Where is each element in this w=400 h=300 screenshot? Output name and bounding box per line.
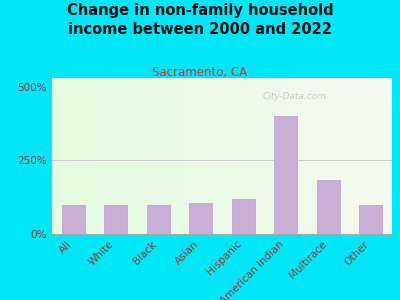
Bar (189, 203, 212, 234)
Text: Change in non-family household
income between 2000 and 2022: Change in non-family household income be… (67, 3, 333, 37)
Bar (62, 205, 85, 234)
Bar (274, 116, 298, 234)
Text: City-Data.com: City-Data.com (263, 92, 327, 101)
Bar (316, 179, 340, 234)
Bar (104, 205, 128, 234)
Bar (146, 205, 170, 234)
Bar (232, 199, 255, 234)
Text: Sacramento, CA: Sacramento, CA (152, 66, 248, 79)
Bar (359, 205, 382, 234)
